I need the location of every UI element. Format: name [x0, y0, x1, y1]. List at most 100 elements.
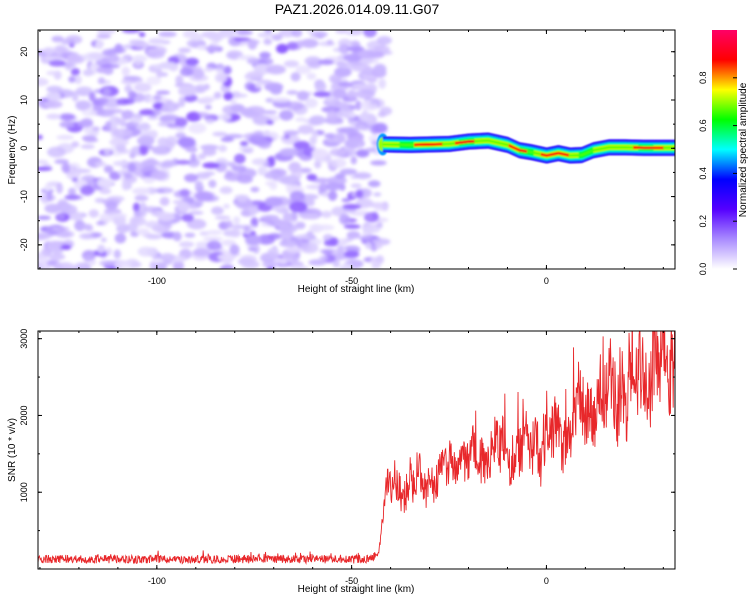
- noise-blob: [223, 91, 234, 101]
- signal-band-segment: [640, 146, 643, 150]
- signal-band-segment: [554, 152, 556, 156]
- noise-blob: [54, 159, 69, 165]
- noise-blob: [71, 141, 80, 148]
- signal-band-segment: [393, 143, 396, 146]
- noise-blob: [159, 114, 180, 122]
- noise-blob: [178, 85, 198, 97]
- signal-band-segment: [562, 152, 565, 156]
- noise-blob: [212, 131, 228, 137]
- noise-blob: [46, 91, 61, 102]
- signal-band-segment: [627, 146, 629, 149]
- signal-band-segment: [484, 139, 486, 142]
- noise-blob: [194, 199, 204, 207]
- noise-blob: [97, 77, 106, 85]
- snr-background: [38, 331, 675, 569]
- noise-blob: [51, 226, 70, 232]
- noise-blob: [342, 203, 362, 210]
- colorbar-tick-label: 0.2: [698, 215, 708, 228]
- noise-blob: [204, 45, 222, 52]
- noise-blob: [114, 118, 127, 123]
- noise-blob: [204, 104, 212, 110]
- signal-band-segment: [570, 154, 573, 157]
- signal-band-segment: [610, 146, 613, 149]
- signal-band-segment: [476, 140, 478, 143]
- signal-band-segment: [625, 146, 627, 149]
- noise-blob: [59, 120, 75, 129]
- noise-blob: [233, 37, 251, 42]
- signal-band-segment: [567, 153, 570, 157]
- noise-blob: [286, 101, 305, 111]
- signal-band-segment: [437, 142, 439, 146]
- signal-band-segment: [589, 150, 591, 153]
- signal-band-segment: [632, 146, 634, 149]
- noise-blob: [326, 110, 338, 122]
- signal-band-segment: [667, 146, 669, 149]
- noise-blob: [259, 51, 271, 59]
- signal-band-segment: [538, 152, 541, 155]
- noise-blob: [362, 226, 381, 234]
- signal-band-segment: [542, 153, 545, 157]
- noise-blob: [237, 30, 253, 36]
- signal-band-segment: [412, 143, 415, 146]
- noise-blob: [203, 236, 223, 241]
- noise-blob: [104, 121, 112, 132]
- signal-band-segment: [400, 143, 402, 146]
- noise-blob: [83, 255, 93, 261]
- signal-band-segment: [579, 154, 582, 157]
- noise-blob: [311, 130, 319, 140]
- noise-blob: [75, 100, 92, 110]
- signal-band-segment: [383, 143, 386, 146]
- noise-blob: [221, 239, 236, 247]
- x-tick-label: -100: [148, 276, 166, 286]
- signal-band-segment: [565, 153, 568, 157]
- noise-blob: [355, 89, 375, 99]
- noise-blob: [119, 121, 128, 127]
- noise-blob: [99, 188, 112, 195]
- noise-blob: [224, 172, 242, 182]
- signal-band-segment: [592, 149, 594, 152]
- noise-blob: [99, 260, 118, 267]
- signal-band-segment: [385, 143, 388, 146]
- noise-blob: [155, 90, 171, 95]
- signal-band-segment: [531, 151, 534, 154]
- signal-band-segment: [657, 146, 660, 150]
- noise-blob: [143, 176, 155, 184]
- noise-blob: [130, 114, 143, 124]
- noise-blob: [286, 41, 299, 50]
- noise-blob: [239, 141, 249, 147]
- noise-blob: [295, 221, 306, 230]
- noise-blob: [243, 225, 250, 232]
- noise-blob: [247, 134, 266, 145]
- noise-blob: [322, 190, 329, 198]
- signal-band-segment: [520, 149, 522, 152]
- signal-band-segment: [622, 146, 624, 149]
- signal-band-segment: [571, 154, 574, 157]
- noise-blob: [220, 264, 234, 269]
- signal-band-segment: [634, 146, 636, 149]
- signal-band-segment: [547, 153, 549, 157]
- noise-blob: [318, 182, 329, 193]
- signal-band-segment: [617, 146, 620, 149]
- noise-blob: [338, 43, 350, 54]
- noise-blob: [138, 32, 146, 38]
- noise-blob: [205, 230, 223, 235]
- noise-blob: [145, 234, 162, 240]
- noise-blob: [178, 241, 195, 248]
- spectrogram-frame: [37, 29, 676, 270]
- signal-band-segment: [522, 149, 524, 153]
- signal-band-segment: [502, 142, 505, 145]
- noise-blob: [376, 222, 383, 229]
- noise-blob: [178, 96, 186, 108]
- spectrogram-y-label: Frequency (Hz): [7, 116, 18, 185]
- noise-blob: [365, 241, 372, 250]
- noise-blob: [154, 261, 167, 269]
- signal-band-segment: [600, 147, 602, 150]
- noise-blob: [67, 53, 82, 64]
- noise-blob: [286, 90, 299, 95]
- signal-band-segment: [421, 143, 424, 146]
- signal-band-segment: [447, 142, 449, 145]
- noise-blob: [363, 212, 380, 223]
- noise-blob: [326, 138, 339, 143]
- signal-band-segment: [395, 143, 398, 146]
- noise-blob: [218, 113, 232, 121]
